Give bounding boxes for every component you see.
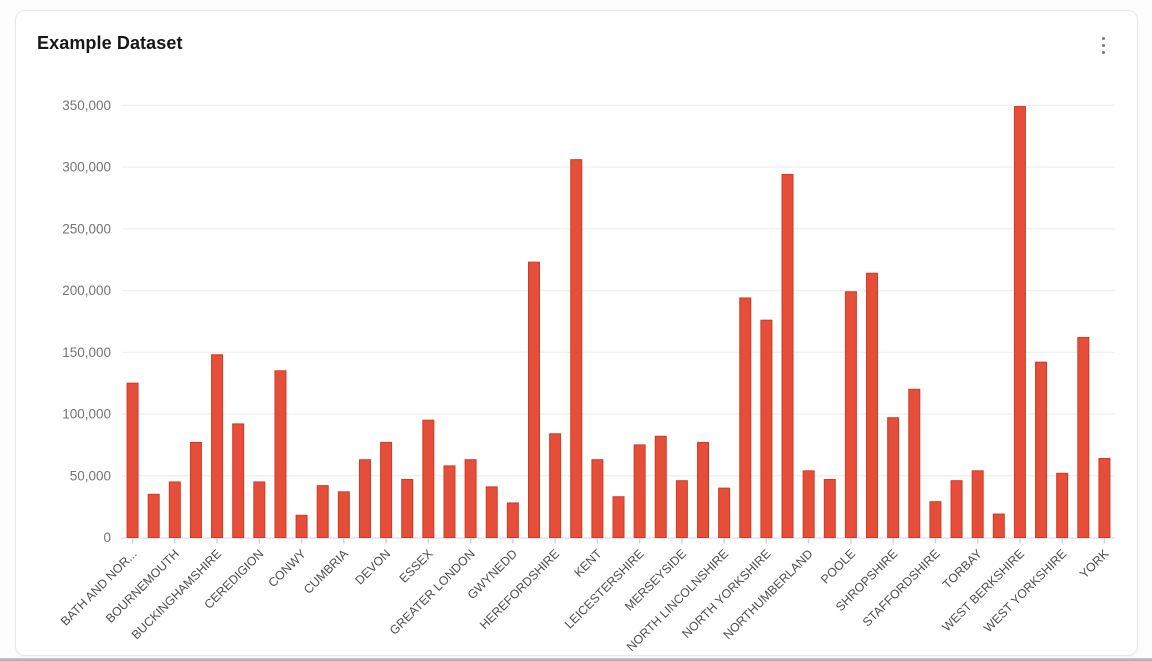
bar[interactable]	[274, 370, 287, 538]
bar[interactable]	[929, 501, 942, 539]
bar[interactable]	[401, 478, 414, 538]
bar[interactable]	[485, 486, 498, 538]
bar[interactable]	[802, 470, 815, 539]
x-axis-tick-label: WEST YORKSHIRE	[981, 547, 1069, 635]
bar[interactable]	[422, 419, 435, 538]
bar-chart: 0 50,000 100,000 150,000 200,000 250,000 300,0…	[58, 98, 1115, 654]
x-axis-tick-label: BOURNEMOUTH	[103, 547, 182, 626]
bar[interactable]	[591, 459, 604, 538]
x-axis-tick-label: DEVON	[352, 547, 393, 588]
bar[interactable]	[992, 513, 1005, 539]
bar[interactable]	[718, 487, 731, 538]
kebab-dot	[1101, 36, 1105, 40]
y-axis-tick-label: 250,000	[62, 221, 111, 236]
bar[interactable]	[549, 433, 562, 538]
bar[interactable]	[211, 354, 224, 538]
kebab-dot	[1101, 50, 1105, 54]
bar[interactable]	[443, 465, 456, 539]
bar[interactable]	[337, 491, 350, 538]
bar[interactable]	[1077, 336, 1090, 538]
bar[interactable]	[887, 417, 900, 538]
y-axis-tick-label: 100,000	[62, 407, 111, 422]
bar[interactable]	[844, 291, 857, 538]
x-axis-tick-label: WEST BERKSHIRE	[939, 547, 1027, 635]
bar[interactable]	[781, 173, 794, 538]
bar[interactable]	[866, 272, 879, 538]
bar[interactable]	[232, 423, 245, 538]
bar[interactable]	[654, 435, 667, 538]
bar[interactable]	[908, 388, 921, 538]
x-axis-tick-label: ESSEX	[397, 547, 436, 586]
x-axis-tick-label: POOLE	[818, 547, 858, 587]
chart-title: Example Dataset	[37, 33, 183, 53]
window-bottom-edge	[0, 658, 1152, 661]
bar[interactable]	[506, 502, 519, 538]
y-axis-tick-label: 0	[103, 530, 111, 545]
y-axis-tick-label: 200,000	[62, 283, 111, 298]
bar[interactable]	[950, 480, 963, 539]
bar[interactable]	[316, 485, 329, 539]
bar[interactable]	[1035, 361, 1048, 538]
bar[interactable]	[633, 444, 646, 539]
bar[interactable]	[380, 441, 393, 539]
bar[interactable]	[1098, 457, 1111, 538]
kebab-dot	[1101, 43, 1105, 47]
bar[interactable]	[1056, 472, 1069, 539]
x-axis-tick-label: CUMBRIA	[301, 546, 352, 597]
bar[interactable]	[760, 319, 773, 538]
card-header: Example Dataset	[16, 11, 1137, 71]
bar[interactable]	[464, 459, 477, 538]
bar[interactable]	[739, 297, 752, 539]
bar[interactable]	[358, 459, 371, 538]
x-axis-tick-label: YORK	[1077, 546, 1112, 581]
chart-card: Example Dataset 0 50,000 100,000 150,000 200…	[15, 10, 1138, 656]
x-axis-tick-label: LEICESTERSHIRE	[562, 547, 647, 632]
x-axis-tick-label: KENT	[571, 546, 604, 579]
bar[interactable]	[189, 441, 202, 539]
bar[interactable]	[253, 481, 266, 538]
bar[interactable]	[570, 159, 583, 538]
x-axis-tick-label: STAFFORDSHIRE	[860, 547, 943, 630]
y-axis-tick-label: 150,000	[62, 345, 111, 360]
bar[interactable]	[612, 496, 625, 538]
x-axis-tick-label: BATH AND NOR...	[58, 547, 140, 629]
bar[interactable]	[971, 470, 984, 539]
bar[interactable]	[1013, 106, 1026, 539]
bar[interactable]	[147, 493, 160, 538]
bar[interactable]	[675, 480, 688, 539]
kebab-menu-icon[interactable]	[1093, 33, 1113, 57]
bar[interactable]	[697, 441, 710, 539]
y-axis-tick-label: 50,000	[70, 468, 111, 483]
bar[interactable]	[823, 478, 836, 538]
y-axis-tick-label: 350,000	[62, 98, 111, 113]
bar[interactable]	[168, 481, 181, 538]
y-axis-tick-label: 300,000	[62, 160, 111, 175]
x-axis-tick-label: CONWY	[265, 547, 308, 590]
bar[interactable]	[126, 382, 139, 538]
x-axis-tick-label: HEREFORDSHIRE	[477, 547, 562, 632]
bar[interactable]	[295, 514, 308, 538]
bar[interactable]	[527, 261, 540, 538]
